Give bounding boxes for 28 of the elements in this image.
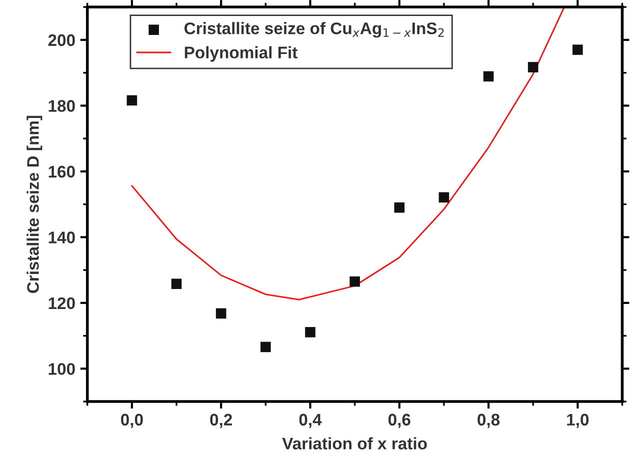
y-tick-label: 140 xyxy=(48,232,75,244)
point xyxy=(572,44,583,55)
y-tick-label: 160 xyxy=(48,166,75,178)
point xyxy=(528,62,538,72)
legend-label: Cristallite seize of Cu$_{x}$Ag$_{1−x}$InS$_{2}$ xyxy=(184,22,444,38)
point xyxy=(438,192,450,203)
y-tick-label: 180 xyxy=(48,100,75,112)
x-tick-label: 0,0 xyxy=(121,414,143,428)
point xyxy=(216,308,226,319)
x-tick-label: 0,8 xyxy=(478,414,500,428)
point xyxy=(171,278,182,289)
y-tick-label: 200 xyxy=(48,34,75,46)
y-tick-label: 100 xyxy=(48,363,75,375)
point xyxy=(260,342,271,352)
point xyxy=(126,95,138,106)
legend-label: Polynomial Fit xyxy=(184,46,298,62)
x-tick-label: 0,6 xyxy=(388,414,410,428)
x-tick-label: 1,0 xyxy=(567,414,589,428)
y-axis-title: Cristallite seize D [nm] xyxy=(26,116,42,293)
point xyxy=(394,202,405,213)
x-axis-title: Variation of x ratio xyxy=(282,437,427,450)
point xyxy=(350,276,360,287)
x-tick-label: 0,4 xyxy=(299,414,322,428)
x-tick-label: 0,2 xyxy=(210,414,232,428)
point xyxy=(483,71,494,82)
line-series xyxy=(131,7,566,300)
y-tick-label: 120 xyxy=(48,297,75,310)
point xyxy=(305,327,316,338)
